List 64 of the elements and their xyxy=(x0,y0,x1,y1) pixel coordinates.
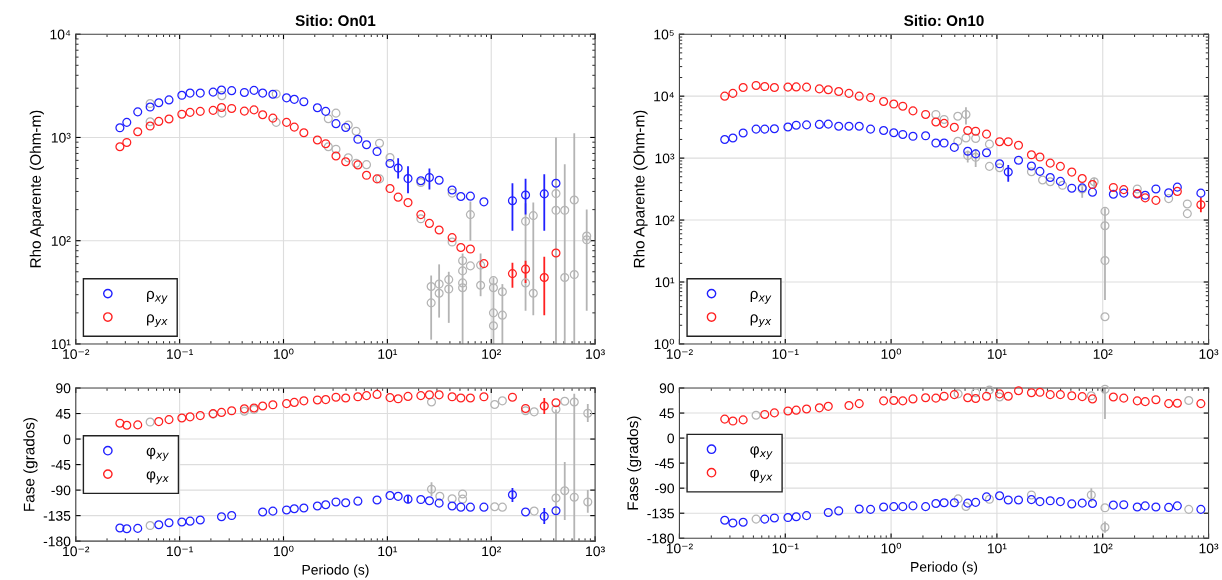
legend-label: ρ$_{xy}$ xyxy=(750,290,772,304)
y-tick-label: -90 xyxy=(655,483,675,494)
x-tick-label: 10⁻¹ xyxy=(772,349,799,359)
x-axis-title: Periodo (s) xyxy=(911,561,978,575)
y-tick-label: -135 xyxy=(43,510,71,521)
x-tick-label: 10⁰ xyxy=(881,348,902,359)
x-tick-label: 10⁻² xyxy=(63,546,90,557)
x-tick-label: 10² xyxy=(482,546,502,557)
y-tick-label: -180 xyxy=(43,536,71,547)
x-tick-label: 10⁻¹ xyxy=(772,543,799,554)
y-tick-label: -180 xyxy=(647,533,675,544)
x-tick-label: 10³ xyxy=(586,349,605,359)
y-tick-label: 90 xyxy=(56,383,71,394)
x-tick-label: 10⁰ xyxy=(881,542,902,554)
y-tick-label: -135 xyxy=(647,508,674,519)
y-axis-title: Fase (grados) xyxy=(23,417,38,511)
y-tick-label: -45 xyxy=(51,460,71,470)
legend-label: ρ$_{yx}$ xyxy=(750,314,772,328)
y-tick-label: -45 xyxy=(655,458,674,469)
x-tick-label: 10² xyxy=(1093,543,1113,554)
y-tick-label: 10² xyxy=(655,215,675,226)
x-tick-label: 10³ xyxy=(586,546,605,557)
x-tick-label: 10² xyxy=(482,349,502,359)
y-tick-label: 10⁵ xyxy=(654,29,674,40)
legend-label: φ$_{yx}$ xyxy=(750,469,773,483)
y-axis-title: Rho Aparente (Ohm-m) xyxy=(633,110,648,268)
y-tick-label: 10⁴ xyxy=(50,29,71,40)
x-tick-label: 10² xyxy=(1093,349,1113,359)
y-axis-title: Fase (grados) xyxy=(626,416,642,510)
y-tick-label: 0 xyxy=(63,434,71,445)
y-tick-label: 0 xyxy=(667,433,675,444)
legend-label: φ$_{yx}$ xyxy=(146,471,169,485)
y-tick-label: 10⁴ xyxy=(654,91,674,102)
x-tick-label: 10⁻² xyxy=(63,349,90,359)
chart-title: Sitio: On01 xyxy=(295,14,376,27)
x-tick-label: 10³ xyxy=(1199,349,1219,359)
y-tick-label: 90 xyxy=(659,383,675,394)
x-axis-title: Periodo (s) xyxy=(302,564,369,578)
y-tick-label: 10² xyxy=(51,236,71,246)
x-tick-label: 10⁻² xyxy=(666,543,693,554)
y-tick-label: 10³ xyxy=(51,132,71,143)
y-tick-label: -90 xyxy=(51,485,71,496)
legend-label: φ$_{xy}$ xyxy=(750,446,773,460)
y-tick-label: 10⁰ xyxy=(654,338,675,350)
y-tick-label: 10³ xyxy=(655,153,675,164)
x-tick-label: 10¹ xyxy=(987,543,1007,554)
y-axis-title: Rho Aparente (Ohm-m) xyxy=(29,110,44,268)
legend-label: ρ$_{xy}$ xyxy=(147,290,168,304)
x-tick-label: 10³ xyxy=(1199,543,1219,554)
y-tick-label: 45 xyxy=(55,409,71,419)
legend-label: φ$_{xy}$ xyxy=(146,447,169,461)
x-tick-label: 10¹ xyxy=(378,349,398,359)
x-tick-label: 10⁰ xyxy=(274,545,294,557)
y-tick-label: 10¹ xyxy=(655,277,675,288)
x-tick-label: 10¹ xyxy=(378,546,398,557)
y-tick-label: 10¹ xyxy=(51,339,71,350)
x-tick-label: 10⁻² xyxy=(666,349,693,359)
x-tick-label: 10¹ xyxy=(987,349,1007,359)
chart-title: Sitio: On10 xyxy=(904,14,984,27)
x-tick-label: 10⁻¹ xyxy=(166,546,194,557)
x-tick-label: 10⁻¹ xyxy=(166,349,194,359)
legend-label: ρ$_{yx}$ xyxy=(147,314,168,328)
x-tick-label: 10⁰ xyxy=(274,348,294,359)
y-tick-label: 45 xyxy=(659,408,674,419)
